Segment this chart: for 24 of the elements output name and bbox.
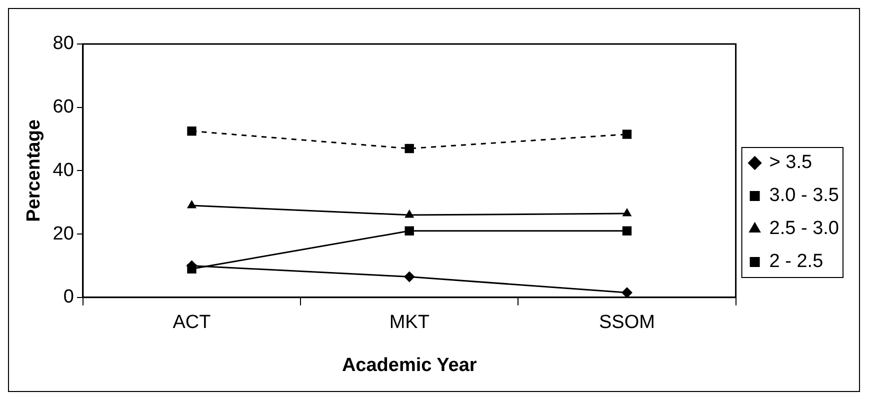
y-tick-label: 60 (52, 96, 74, 118)
y-tick-label: 0 (63, 286, 74, 308)
point (622, 226, 632, 236)
point (186, 200, 197, 208)
y-axis-title: Percentage (24, 119, 45, 222)
legend-label: 3.0 - 3.5 (769, 185, 840, 206)
point (187, 126, 196, 136)
point (404, 271, 415, 282)
x-tick-label: MKT (389, 312, 430, 334)
legend-label: 2 - 2.5 (769, 251, 824, 272)
point (621, 287, 632, 298)
legend-label: 2.5 - 3.0 (769, 218, 840, 240)
y-tick-label: 20 (52, 223, 74, 244)
point (622, 208, 632, 216)
point (404, 144, 414, 154)
y-tick-label: 80 (52, 33, 74, 54)
x-axis-title: Academic Year (342, 354, 478, 376)
x-tick-label: SSOM (599, 312, 655, 334)
x-tick-label: ACT (172, 312, 212, 334)
point (404, 210, 414, 218)
point (622, 130, 632, 139)
point (404, 226, 414, 236)
legend-label: > 3.5 (769, 152, 812, 174)
y-tick-label: 40 (52, 160, 74, 181)
